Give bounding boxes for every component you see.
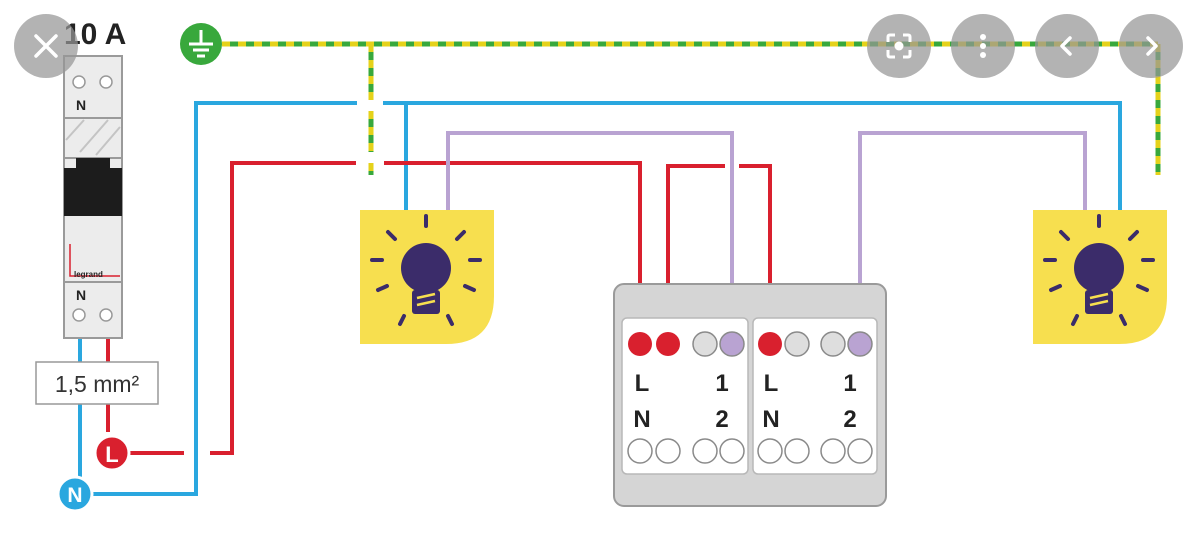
next-button[interactable] [1119, 14, 1183, 78]
module-2-label-1: 1 [843, 370, 856, 397]
module-1-label-l: L [635, 370, 650, 397]
breaker-brand: legrand [74, 270, 103, 279]
live-terminal: L [93, 434, 131, 472]
switched-wires [446, 131, 1087, 330]
module-2-label-2: 2 [843, 406, 856, 433]
module-2-label-n: N [762, 406, 779, 433]
visual-search-button[interactable] [867, 14, 931, 78]
close-button[interactable] [14, 14, 78, 78]
close-icon [34, 34, 58, 58]
module-1-label-n: N [633, 406, 650, 433]
switch-box: L 1 N 2 L 1 N 2 [613, 283, 887, 507]
light-bulb-icon [370, 214, 482, 326]
breaker-top-label: N [76, 97, 86, 113]
chevron-right-icon [1146, 36, 1158, 56]
lens-icon [886, 33, 912, 59]
switch-module-1: L 1 N 2 [621, 317, 749, 475]
circuit-breaker: 10 A N N legrand [63, 18, 126, 339]
neutral-terminal-label: N [67, 484, 82, 507]
breaker-bottom-label: N [76, 287, 86, 303]
cable-label: 1,5 mm² [35, 361, 159, 405]
module-2-label-l: L [764, 370, 779, 397]
cable-cross-section: 1,5 mm² [55, 371, 140, 397]
lamp-left [360, 210, 494, 344]
earth-wires [222, 41, 1161, 175]
lamp-right [1033, 210, 1167, 344]
chevron-left-icon [1060, 36, 1072, 56]
live-wires [106, 161, 772, 455]
more-options-button[interactable] [951, 14, 1015, 78]
earth-icon [180, 23, 222, 65]
neutral-terminal: N [56, 475, 94, 513]
switch-module-2: L 1 N 2 [752, 317, 878, 475]
previous-button[interactable] [1035, 14, 1099, 78]
more-vertical-icon [980, 34, 986, 58]
module-1-label-2: 2 [715, 406, 728, 433]
live-terminal-label: L [105, 442, 118, 467]
module-1-label-1: 1 [715, 370, 728, 397]
light-bulb-icon [1043, 214, 1155, 326]
